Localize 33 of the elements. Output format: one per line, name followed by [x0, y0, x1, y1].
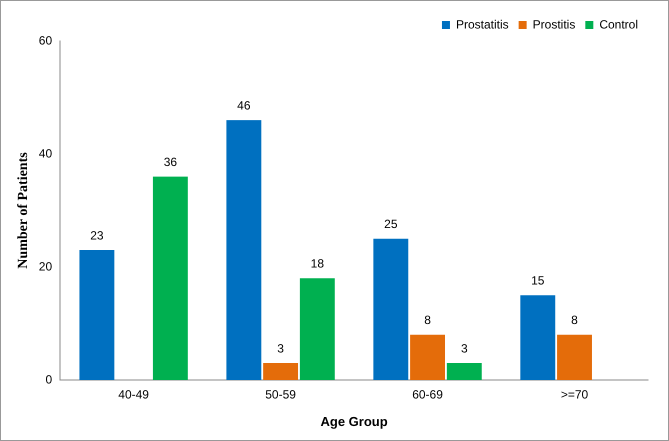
x-tick-label: >=70 [560, 388, 589, 402]
legend-label: Prostatitis [456, 17, 509, 32]
data-label: 46 [237, 98, 251, 112]
y-axis-title: Number of Patients [16, 152, 32, 269]
data-label: 8 [571, 313, 578, 328]
bar [226, 120, 262, 380]
x-axis-title: Age Group [320, 414, 388, 429]
bar [300, 278, 335, 380]
y-tick-label: 40 [38, 146, 52, 160]
bar [373, 238, 408, 380]
legend-label: Control [599, 17, 638, 32]
data-label: 3 [460, 341, 468, 356]
data-label: 18 [310, 256, 324, 271]
bar [263, 363, 298, 380]
data-label: 36 [164, 154, 178, 169]
data-label: 25 [384, 217, 398, 232]
data-label: 8 [424, 313, 432, 328]
bar [557, 334, 592, 380]
bar [152, 176, 188, 380]
data-label: 23 [90, 228, 104, 242]
bar [79, 250, 114, 380]
bar [410, 334, 446, 380]
x-tick-label: 60-69 [412, 388, 444, 402]
legend-label: Prostitis [532, 17, 576, 32]
y-tick-label: 20 [38, 259, 52, 274]
data-label: 15 [531, 274, 545, 288]
bar [520, 295, 556, 380]
bar [446, 363, 482, 380]
x-tick-label: 40-49 [118, 388, 150, 402]
y-tick-label: 0 [45, 372, 52, 386]
y-tick-label: 60 [38, 33, 52, 48]
data-label: 3 [277, 341, 284, 356]
x-tick-label: 50-59 [265, 388, 296, 402]
